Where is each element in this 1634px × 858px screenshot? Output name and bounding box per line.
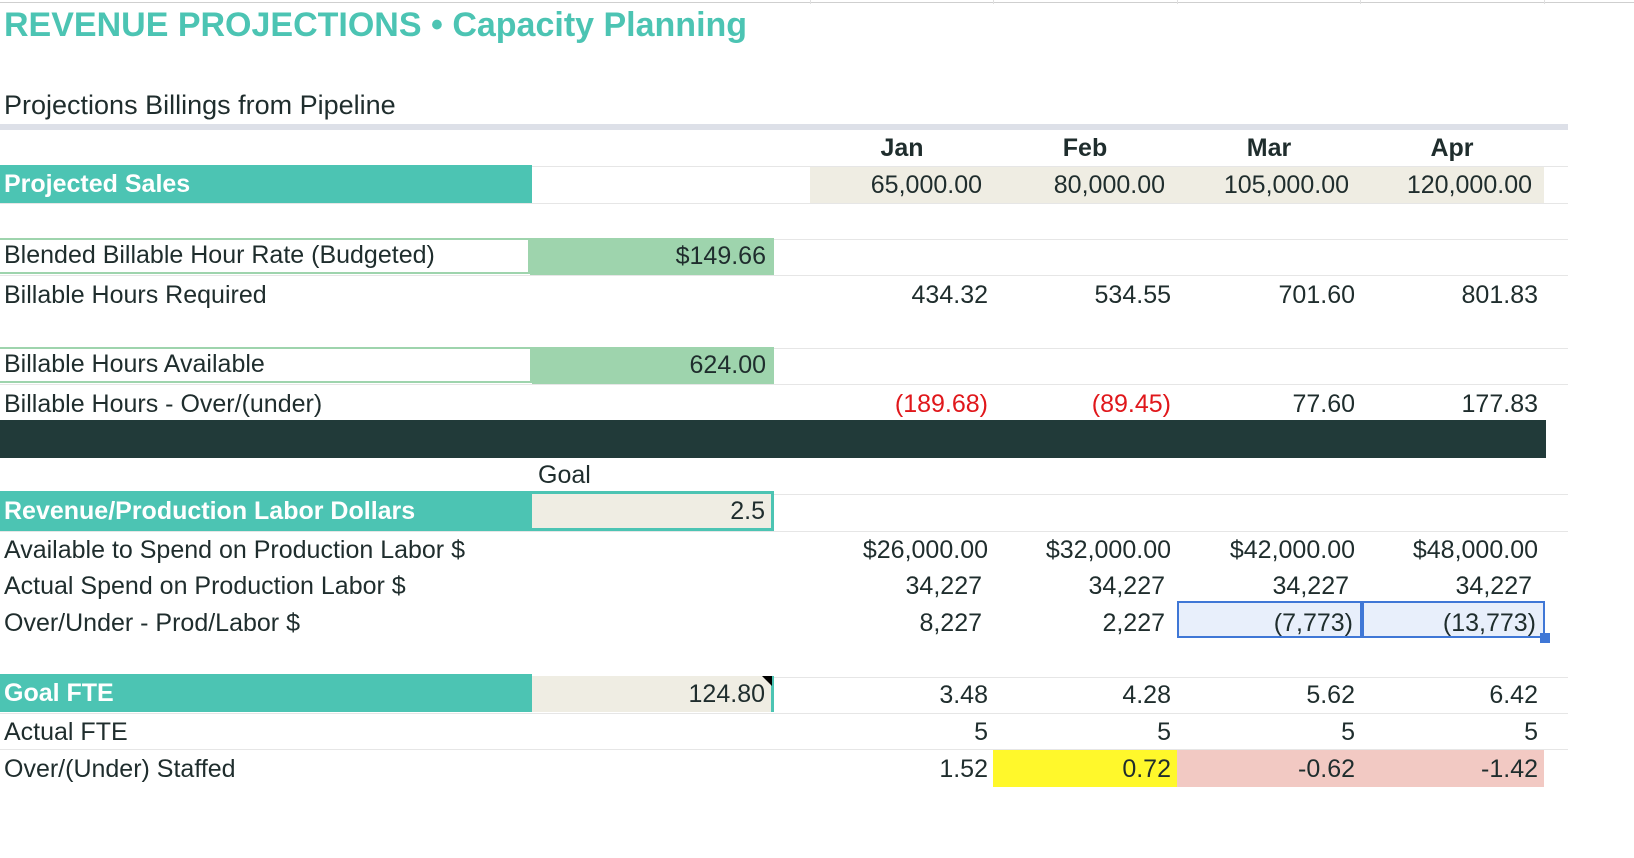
available-spend-jan[interactable]: $26,000.00 — [862, 536, 988, 564]
over-under-labor-jan[interactable]: 8,227 — [919, 609, 982, 637]
revenue-labor-label[interactable]: Revenue/Production Labor Dollars — [0, 491, 532, 531]
projected-sales-apr[interactable]: 120,000.00 — [1406, 171, 1532, 199]
actual-fte-mar[interactable]: 5 — [1341, 718, 1355, 746]
hours-over-under-apr[interactable]: 177.83 — [1461, 390, 1538, 418]
revenue-labor-goal[interactable]: 2.5 — [532, 491, 774, 531]
month-header-apr[interactable]: Apr — [1430, 134, 1474, 162]
hours-over-under-feb[interactable]: (89.45) — [1091, 390, 1171, 418]
blended-rate-value[interactable]: $149.66 — [530, 238, 774, 275]
page-subtitle: Projections Billings from Pipeline — [4, 90, 396, 120]
actual-spend-label[interactable]: Actual Spend on Production Labor $ — [4, 572, 406, 600]
hours-required-jan[interactable]: 434.32 — [911, 281, 988, 309]
projected-sales-band — [810, 167, 1544, 203]
over-under-labor-apr[interactable]: (13,773) — [1442, 609, 1536, 637]
actual-fte-jan[interactable]: 5 — [974, 718, 988, 746]
goal-fte-apr[interactable]: 6.42 — [1489, 681, 1538, 709]
hours-required-feb[interactable]: 534.55 — [1094, 281, 1171, 309]
over-under-labor-feb[interactable]: 2,227 — [1102, 609, 1165, 637]
hours-available-label-cell — [0, 347, 532, 383]
goal-fte-mar[interactable]: 5.62 — [1306, 681, 1355, 709]
projected-sales-jan[interactable]: 65,000.00 — [870, 171, 982, 199]
goal-fte-feb[interactable]: 4.28 — [1122, 681, 1171, 709]
blended-rate-label[interactable]: Blended Billable Hour Rate (Budgeted) — [4, 241, 435, 269]
month-header-feb[interactable]: Feb — [1062, 134, 1108, 162]
selected-cell-mar[interactable] — [1177, 601, 1362, 638]
over-under-labor-label[interactable]: Over/Under - Prod/Labor $ — [4, 609, 300, 637]
section-divider-band — [0, 420, 1546, 458]
available-spend-feb[interactable]: $32,000.00 — [1045, 536, 1171, 564]
actual-spend-jan[interactable]: 34,227 — [905, 572, 982, 600]
available-spend-mar[interactable]: $42,000.00 — [1229, 536, 1355, 564]
projected-sales-feb[interactable]: 80,000.00 — [1053, 171, 1165, 199]
section-separator — [0, 124, 1568, 130]
highlight-yellow-feb — [993, 750, 1177, 787]
selection-fill-handle[interactable] — [1540, 633, 1550, 643]
comment-indicator-icon — [762, 676, 772, 686]
goal-fte-value[interactable]: 124.80 — [532, 676, 774, 712]
goal-header[interactable]: Goal — [538, 461, 591, 489]
actual-spend-apr[interactable]: 34,227 — [1455, 572, 1532, 600]
actual-fte-feb[interactable]: 5 — [1157, 718, 1171, 746]
hours-available-label[interactable]: Billable Hours Available — [4, 350, 265, 378]
hours-over-under-mar[interactable]: 77.60 — [1292, 390, 1355, 418]
month-header-jan[interactable]: Jan — [880, 134, 924, 162]
selected-cell-apr[interactable] — [1362, 601, 1545, 638]
actual-spend-mar[interactable]: 34,227 — [1272, 572, 1349, 600]
hours-over-under-label[interactable]: Billable Hours - Over/(under) — [4, 390, 323, 418]
month-header-mar[interactable]: Mar — [1246, 134, 1292, 162]
projected-sales-label[interactable]: Projected Sales — [0, 165, 532, 203]
over-under-staffed-mar[interactable]: -0.62 — [1298, 755, 1355, 783]
available-spend-label[interactable]: Available to Spend on Production Labor $ — [4, 536, 465, 564]
highlight-pink-mar-apr — [1177, 750, 1544, 787]
hours-over-under-jan[interactable]: (189.68) — [894, 390, 988, 418]
available-spend-apr[interactable]: $48,000.00 — [1412, 536, 1538, 564]
over-under-staffed-apr[interactable]: -1.42 — [1481, 755, 1538, 783]
blended-rate-label-cell — [0, 238, 530, 274]
page-title: REVENUE PROJECTIONS • Capacity Planning — [4, 6, 748, 44]
actual-fte-label[interactable]: Actual FTE — [4, 718, 128, 746]
hours-required-apr[interactable]: 801.83 — [1461, 281, 1538, 309]
projected-sales-mar[interactable]: 105,000.00 — [1223, 171, 1349, 199]
hours-required-label[interactable]: Billable Hours Required — [4, 281, 267, 309]
over-under-labor-mar[interactable]: (7,773) — [1273, 609, 1353, 637]
actual-fte-apr[interactable]: 5 — [1524, 718, 1538, 746]
goal-fte-label[interactable]: Goal FTE — [0, 674, 532, 712]
over-under-staffed-feb[interactable]: 0.72 — [1122, 755, 1171, 783]
actual-spend-feb[interactable]: 34,227 — [1088, 572, 1165, 600]
over-under-staffed-jan[interactable]: 1.52 — [939, 755, 988, 783]
over-under-staffed-label[interactable]: Over/(Under) Staffed — [4, 755, 236, 783]
hours-required-mar[interactable]: 701.60 — [1278, 281, 1355, 309]
goal-fte-jan[interactable]: 3.48 — [939, 681, 988, 709]
hours-available-value[interactable]: 624.00 — [532, 347, 774, 384]
